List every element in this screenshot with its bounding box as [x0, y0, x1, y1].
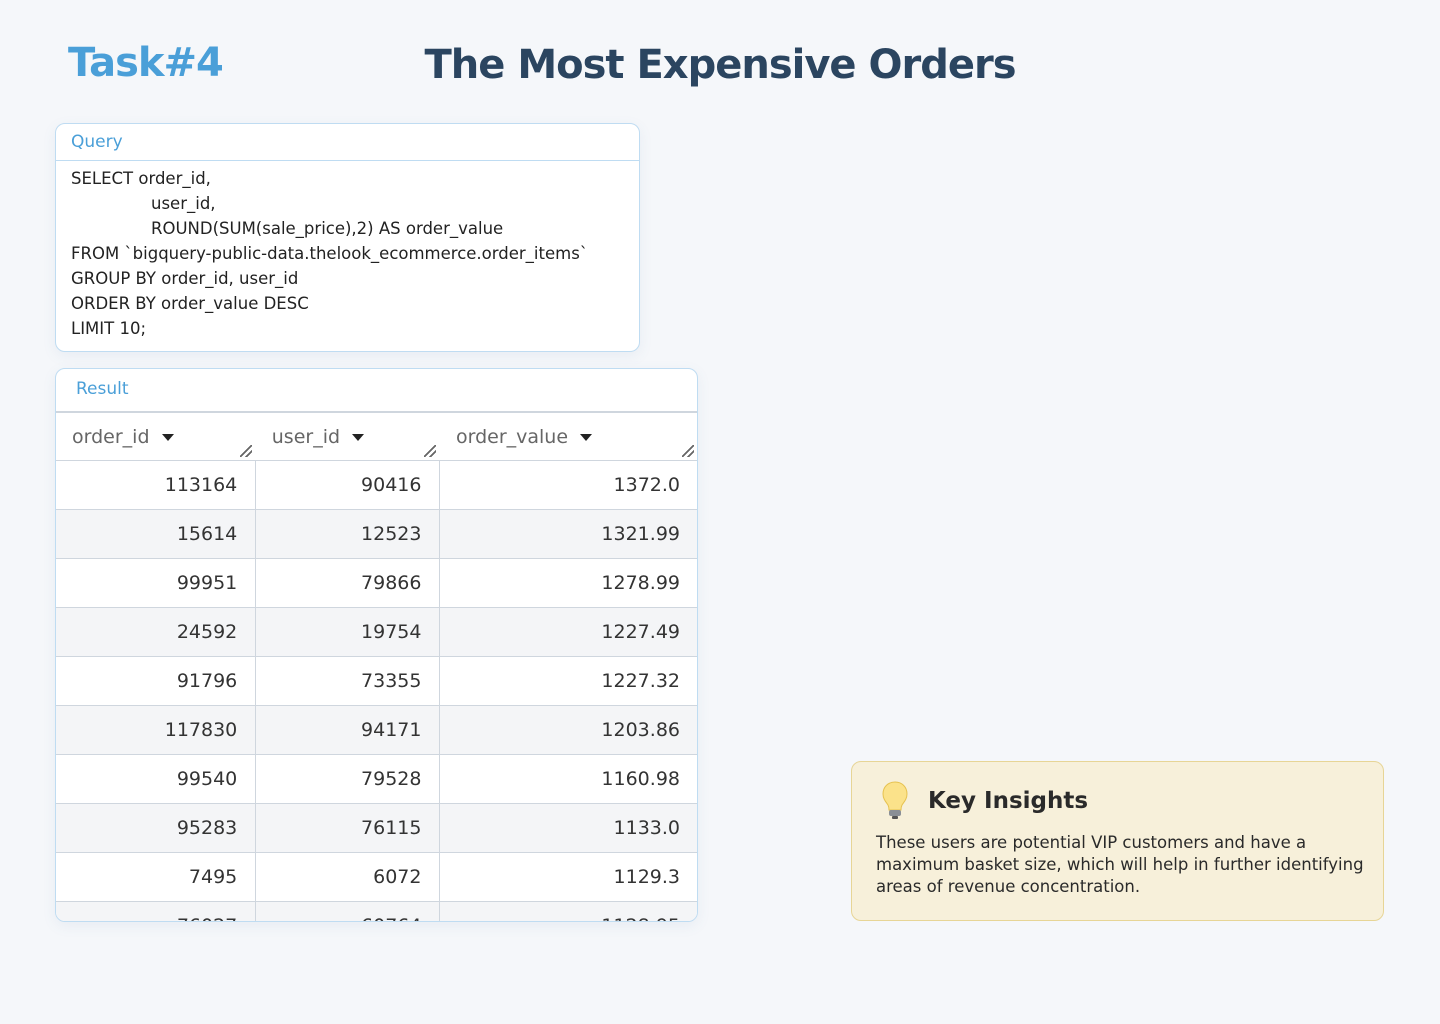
table-cell: 90416 [255, 460, 441, 510]
table-cell: 113164 [56, 460, 257, 510]
table-cell: 79866 [255, 558, 441, 608]
table-row: 95283 76115 1133.0 [56, 803, 697, 853]
table-cell: 6072 [255, 852, 441, 902]
table-cell: 12523 [255, 509, 441, 559]
table-row: 24592 19754 1227.49 [56, 607, 697, 657]
table-cell: 1372.0 [439, 460, 697, 510]
table-cell: 91796 [56, 656, 257, 706]
table-row: 91796 73355 1227.32 [56, 656, 697, 706]
table-cell: 95283 [56, 803, 257, 853]
table-cell: 99540 [56, 754, 257, 804]
table-cell: 24592 [56, 607, 257, 657]
code-line: user_id, [151, 194, 216, 213]
table-row: 113164 90416 1372.0 [56, 460, 697, 510]
table-cell: 7495 [56, 852, 257, 902]
resize-handle [239, 445, 252, 457]
table-cell: 1129.3 [439, 852, 697, 902]
result-card: Result order_id user_id order_value 113164 9… [55, 368, 698, 922]
table-row: 99540 79528 1160.98 [56, 754, 697, 804]
table-cell: 117830 [56, 705, 257, 755]
column-name: order_value [455, 425, 569, 448]
code-line: ROUND(SUM(sale_price),2) AS order_value [151, 219, 504, 238]
table-cell: 19754 [255, 607, 441, 657]
table-cell: 1133.0 [439, 803, 697, 853]
insights-card: Key Insights These users are potential V… [851, 761, 1384, 921]
page-title: The Most Expensive Orders [424, 42, 1017, 88]
resize-handle [682, 445, 694, 457]
bulb-icon [882, 781, 908, 819]
task-label: Task#4 [68, 40, 224, 86]
code-line: GROUP BY order_id, user_id [71, 269, 299, 288]
table-cell: 1128.95 [439, 901, 697, 921]
column-name: order_id [72, 425, 150, 448]
table-cell: 1278.99 [439, 558, 697, 608]
table-row: 99951 79866 1278.99 [56, 558, 697, 608]
code-line: LIMIT 10; [71, 319, 147, 338]
table-cell: 99951 [56, 558, 257, 608]
insights-text: These users are potential VIP customers … [876, 833, 1364, 896]
card-label: Result [56, 369, 697, 413]
column-name: user_id [271, 425, 341, 448]
code-line: ORDER BY order_value DESC [71, 294, 309, 313]
code: SELECT order_id, user_id, ROUND(SUM(sale… [56, 161, 639, 346]
card-label: Query [56, 124, 639, 161]
table-cell: 76027 [56, 901, 257, 921]
table-row: 15614 12523 1321.99 [56, 509, 697, 559]
table-cell: 1203.86 [439, 705, 697, 755]
code-line: FROM `bigquery-public-data.thelook_ecomm… [71, 244, 589, 263]
insights-title: Key Insights [928, 788, 1089, 814]
column-header[interactable]: user_id [255, 413, 440, 461]
query-card: Query SELECT order_id, user_id, ROUND(SU… [55, 123, 640, 352]
sort-icon [161, 433, 174, 441]
table-cell: 94171 [255, 705, 441, 755]
resize-handle [423, 445, 436, 457]
table-cell: 1321.99 [439, 509, 697, 559]
table-cell: 1160.98 [439, 754, 697, 804]
table-row: 7495 6072 1129.3 [56, 852, 697, 902]
code-line: SELECT order_id, [71, 169, 211, 188]
table-cell: 73355 [255, 656, 441, 706]
table-cell: 1227.49 [439, 607, 697, 657]
table-cell: 79528 [255, 754, 441, 804]
result-table: order_id user_id order_value 113164 90416 137… [56, 413, 697, 921]
table-cell: 76115 [255, 803, 441, 853]
table-cell: 15614 [56, 509, 257, 559]
sort-icon [580, 433, 593, 441]
table-cell: 1227.32 [439, 656, 697, 706]
column-header[interactable]: order_value [439, 413, 697, 461]
table-row: 117830 94171 1203.86 [56, 705, 697, 755]
sort-icon [352, 433, 365, 441]
table-cell: 60764 [255, 901, 441, 921]
table-row: 76027607641128.95 [56, 901, 697, 921]
column-header[interactable]: order_id [56, 413, 256, 461]
